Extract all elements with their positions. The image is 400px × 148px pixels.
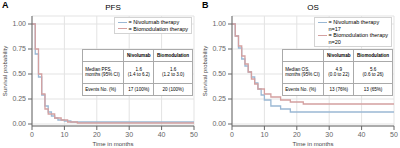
svg-text:10: 10 <box>261 131 269 138</box>
html-text:Survival probability: Survival probability <box>201 45 208 97</box>
html-text:Time in months: Time in months <box>92 141 134 147</box>
html-text:5.6 (0.6 to 26): 5.6 (0.6 to 26) <box>362 67 384 78</box>
svg-text:30: 30 <box>125 131 133 138</box>
svg-text:0.25: 0.25 <box>212 95 226 102</box>
html-text:Biomodulation: Biomodulation <box>357 52 390 58</box>
svg-text:0.50: 0.50 <box>12 70 26 77</box>
html-text:Median PFS, months (95% CI): Median PFS, months (95% CI) <box>85 67 120 78</box>
html-text:17 (100%): 17 (100%) <box>128 86 150 92</box>
html-text:= Nivolumab therapy: = Nivolumab therapy <box>328 19 380 25</box>
svg-text:0.75: 0.75 <box>12 45 26 52</box>
svg-text:0.75: 0.75 <box>212 45 226 52</box>
html-text:Survival probability: Survival probability <box>1 45 8 97</box>
svg-text:0.25: 0.25 <box>12 95 26 102</box>
svg-text:10: 10 <box>61 131 69 138</box>
html-text:Time in months: Time in months <box>292 141 334 147</box>
html-text:= Biomodulation therapy: = Biomodulation therapy <box>128 25 188 32</box>
svg-text:20: 20 <box>293 131 301 138</box>
svg-text:40: 40 <box>158 131 166 138</box>
html-text:A: A <box>2 0 9 10</box>
svg-text:1.00: 1.00 <box>212 20 226 27</box>
html-text:= Nivolumab therapy: = Nivolumab therapy <box>128 19 180 25</box>
svg-text:40: 40 <box>358 131 366 138</box>
html-text:20 (100%): 20 (100%) <box>162 86 184 92</box>
html-text:Events No. (%): Events No. (%) <box>285 86 317 92</box>
svg-text:0: 0 <box>230 131 234 138</box>
html-text:PFS: PFS <box>105 3 121 12</box>
html-text:n=20: n=20 <box>328 38 341 45</box>
svg-text:0.00: 0.00 <box>212 120 226 127</box>
html-text:OS: OS <box>307 3 319 12</box>
html-text:Median OS, months (95% CI): Median OS, months (95% CI) <box>285 67 320 78</box>
html-text:1.6 (1.4 to 6.2): 1.6 (1.4 to 6.2) <box>127 67 150 78</box>
html-text:n=17: n=17 <box>328 25 341 32</box>
html-text:1.6 (1.2 to 3.0): 1.6 (1.2 to 3.0) <box>162 67 185 78</box>
svg-text:30: 30 <box>325 131 333 138</box>
svg-text:0.50: 0.50 <box>212 70 226 77</box>
html-text:= Biomodulation therapy: = Biomodulation therapy <box>328 32 388 38</box>
svg-text:0.00: 0.00 <box>12 120 26 127</box>
svg-text:50: 50 <box>390 131 392 138</box>
html-text:Nivolumab: Nivolumab <box>127 52 151 58</box>
html-text:13 (65%): 13 (65%) <box>363 86 383 92</box>
html-text:13 (76%): 13 (76%) <box>329 86 349 92</box>
html-text:B: B <box>202 0 209 10</box>
svg-text:50: 50 <box>190 131 198 138</box>
html-text:Events No. (%): Events No. (%) <box>85 86 117 92</box>
svg-text:1.00: 1.00 <box>12 20 26 27</box>
html-text:Biomodulation: Biomodulation <box>157 52 190 58</box>
html-text:Nivolumab: Nivolumab <box>327 52 351 58</box>
svg-text:0: 0 <box>30 131 34 138</box>
svg-text:20: 20 <box>93 131 101 138</box>
html-text:4.9 (0.0 to 22): 4.9 (0.0 to 22) <box>328 67 350 78</box>
